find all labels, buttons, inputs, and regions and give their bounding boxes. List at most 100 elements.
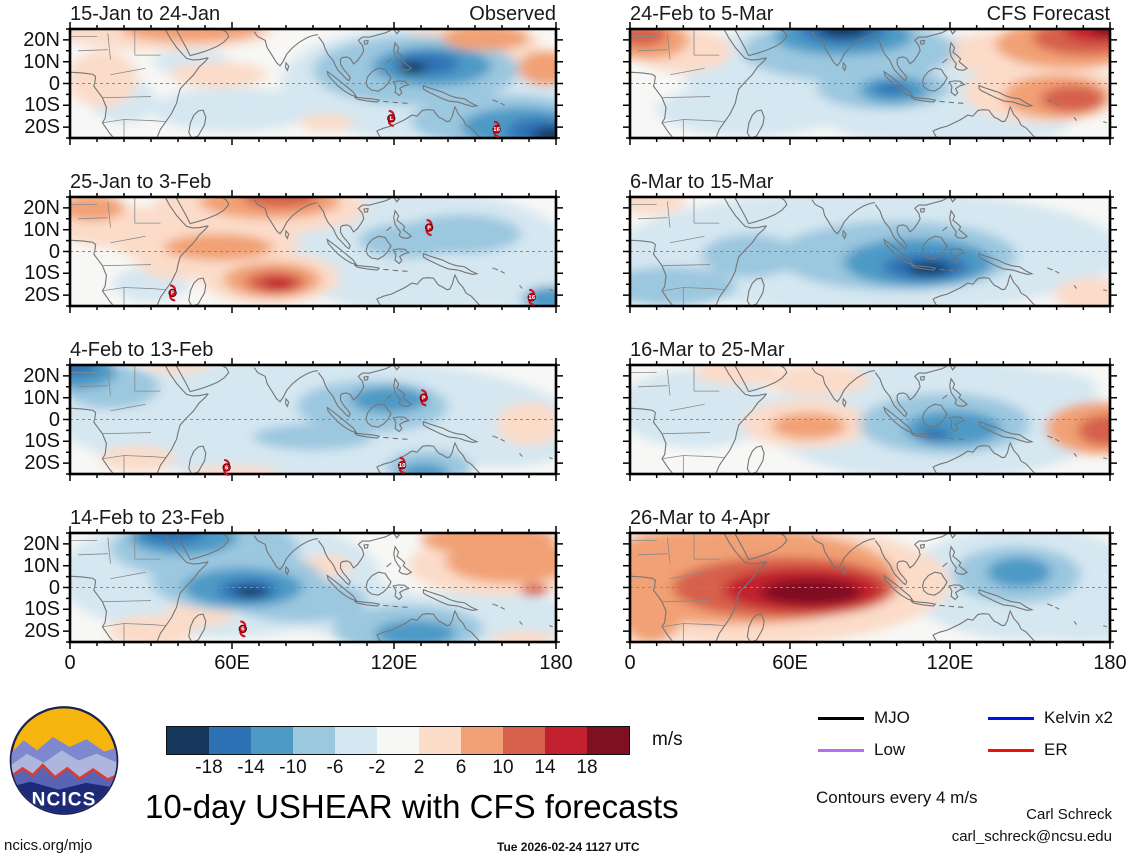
axis-ticks xyxy=(623,358,1117,481)
y-axis-label: 0 xyxy=(48,72,60,95)
colorbar-units: m/s xyxy=(652,729,683,750)
y-axis-label: 10N xyxy=(23,554,60,577)
y-axis-label: 0 xyxy=(48,576,60,599)
colorbar-tick-label: -2 xyxy=(368,757,386,778)
logo-red-line xyxy=(11,763,117,781)
map-panel: L 16 xyxy=(63,22,563,145)
y-axis-label: 20N xyxy=(23,196,60,219)
colorbar-cell xyxy=(167,727,210,754)
footer-url: ncics.org/mjo xyxy=(4,837,93,854)
y-axis-label: 10S xyxy=(24,94,60,117)
colorbar-tick-label: 18 xyxy=(576,757,598,778)
axis-ticks xyxy=(63,22,563,145)
colorbar-tick-label: -6 xyxy=(326,757,344,778)
anomaly-blobs xyxy=(630,533,1110,642)
panel-title: 14-Feb to 23-Feb xyxy=(70,507,225,529)
svg-text:L: L xyxy=(390,116,394,122)
tropical-cyclone-icon: 6 xyxy=(238,620,247,638)
colorbar-tick-label: -18 xyxy=(195,757,223,778)
svg-text:P: P xyxy=(427,225,431,231)
coastlines xyxy=(70,196,553,307)
credit-name: Carl Schreck xyxy=(1026,806,1112,823)
colorbar-cell xyxy=(377,727,420,754)
coastlines xyxy=(630,196,1107,307)
legend-line-kelvin-x2 xyxy=(988,717,1034,720)
colorbar-tick-label: -10 xyxy=(279,757,307,778)
x-axis-label: 180 xyxy=(1093,652,1127,674)
panel-border xyxy=(68,531,558,644)
map-panel-svg xyxy=(623,358,1117,481)
svg-text:P: P xyxy=(422,396,426,402)
tropical-cyclone-icon: 10 xyxy=(397,456,407,474)
svg-text:F: F xyxy=(171,291,174,297)
svg-text:6: 6 xyxy=(241,627,245,633)
colorbar-tick-label: 14 xyxy=(534,757,556,778)
x-axis-label: 60E xyxy=(772,652,808,674)
map-panel xyxy=(623,22,1117,145)
y-axis-label: 10N xyxy=(23,218,60,241)
legend-line-mjo xyxy=(818,717,864,720)
x-axis-label: 0 xyxy=(64,652,76,674)
coastlines xyxy=(70,28,553,139)
legend-label: Low xyxy=(874,740,906,759)
contours-note: Contours every 4 m/s xyxy=(816,788,978,807)
map-panel: 6 xyxy=(63,526,563,649)
map-panel: P 6 10 xyxy=(63,358,563,481)
x-axis-label: 180 xyxy=(539,652,573,674)
map-panel-svg xyxy=(623,190,1117,313)
tropical-cyclone-icon: L xyxy=(387,109,396,127)
y-axis-label: 20S xyxy=(24,620,60,643)
legend-label: Kelvin x2 xyxy=(1044,708,1113,727)
credit-email: carl_schreck@ncsu.edu xyxy=(951,828,1112,845)
tropical-cyclone-icon: P xyxy=(424,219,434,237)
colorbar-bar xyxy=(166,726,630,755)
panel-border xyxy=(628,195,1112,308)
legend-line-er xyxy=(988,749,1034,752)
y-axis-label: 20S xyxy=(24,452,60,475)
map-panel-svg: L 16 xyxy=(63,22,563,145)
map-panel-svg: P 6 10 xyxy=(63,358,563,481)
axis-ticks xyxy=(63,526,563,649)
y-axis-label: 20S xyxy=(24,284,60,307)
panel-title: 24-Feb to 5-Mar xyxy=(630,3,774,25)
coastlines xyxy=(70,364,553,475)
panel-border xyxy=(68,195,558,308)
map-panel-svg xyxy=(623,526,1117,649)
panel-title: 4-Feb to 13-Feb xyxy=(70,339,214,361)
map-panel xyxy=(623,190,1117,313)
coastlines xyxy=(630,28,1107,139)
panel-border xyxy=(68,363,558,476)
coastlines xyxy=(70,532,553,643)
panel-title: 6-Mar to 15-Mar xyxy=(630,171,774,193)
colorbar-cell xyxy=(587,727,629,754)
colorbar-tick-label: 10 xyxy=(492,757,514,778)
tropical-cyclone-icon: 6 xyxy=(222,458,231,476)
map-panel-svg: F P 16 xyxy=(63,190,563,313)
y-axis-label: 0 xyxy=(48,240,60,263)
colorbar-tick-label: 6 xyxy=(455,757,467,778)
panel-border xyxy=(628,363,1112,476)
colorbar-cell xyxy=(293,727,336,754)
svg-text:16: 16 xyxy=(493,127,500,133)
svg-text:10: 10 xyxy=(399,463,406,469)
tropical-cyclone-icon: 16 xyxy=(492,120,501,138)
coastlines xyxy=(630,532,1107,643)
axis-ticks xyxy=(623,526,1117,649)
panel-title: 26-Mar to 4-Apr xyxy=(630,507,771,529)
legend-line-low xyxy=(818,749,864,752)
y-axis-label: 10S xyxy=(24,598,60,621)
colorbar-cell xyxy=(419,727,462,754)
y-axis-label: 20N xyxy=(23,532,60,555)
colorbar-tick-label: 2 xyxy=(413,757,425,778)
axis-ticks xyxy=(63,190,563,313)
panel-border xyxy=(68,27,558,140)
panel-border xyxy=(628,531,1112,644)
y-axis-label: 10S xyxy=(24,430,60,453)
map-panel xyxy=(623,358,1117,481)
figure-title: 10-day USHEAR with CFS forecasts xyxy=(145,788,679,825)
panel-title: 25-Jan to 3-Feb xyxy=(70,171,212,193)
colorbar-cell xyxy=(209,727,252,754)
map-panel-svg: 6 xyxy=(63,526,563,649)
coastlines xyxy=(630,364,1107,475)
